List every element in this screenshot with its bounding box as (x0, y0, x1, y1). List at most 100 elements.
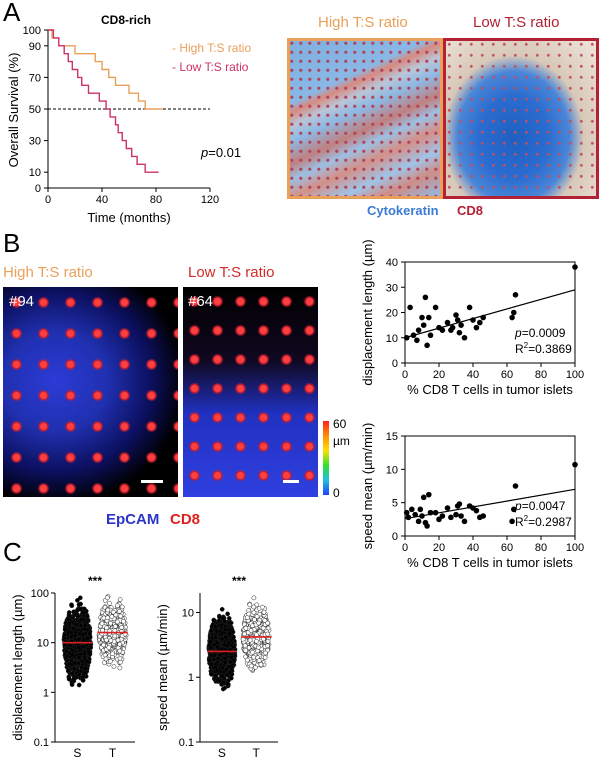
scatter-displacement-point (454, 317, 461, 323)
scatter-speed-point (454, 503, 461, 509)
scatter-displacement-point (512, 292, 519, 298)
scatter-displacement-ylabel: displacement length (µm) (360, 239, 375, 385)
scatter-speed-point (424, 523, 430, 529)
km-ylabel: Overall Survival (%) (6, 53, 21, 168)
scatter-displacement-point (511, 309, 517, 316)
dotplot-speed-cloud-S (206, 606, 238, 692)
colorbar-min-label: 0 (333, 486, 340, 500)
scatter-speed-y-tick-label: 0 (392, 531, 398, 543)
scatter-displacement-point (427, 332, 434, 339)
panel-letter-a: A (3, 0, 21, 27)
scatter-displacement-point (426, 314, 432, 321)
scatter-displacement-point (414, 337, 420, 344)
scatter-displacement-y-tick-label: 40 (386, 257, 398, 269)
scatter-speed-point (436, 516, 442, 523)
scatter-displacement-point (432, 304, 439, 311)
live-imaging-low-ts: #64 (183, 287, 318, 497)
scatter-speed-point (444, 505, 451, 511)
scatter-displacement-x-tick-label: 80 (535, 369, 547, 381)
scatter-speed-point (420, 494, 427, 501)
km-x-tick-label: 80 (150, 194, 162, 206)
scatter-displacement-point (410, 332, 417, 339)
scatter-displacement-point (473, 324, 480, 331)
km-y-tick-label: 50 (29, 104, 41, 116)
km-x-tick-label: 0 (45, 194, 51, 206)
micro-b-high-label: High T:S ratio (3, 264, 93, 281)
km-y-tick-label: 100 (23, 25, 41, 37)
scatter-speed-point (466, 503, 473, 509)
scatter-speed-point (456, 501, 463, 507)
scatter-speed-point (419, 513, 425, 519)
scatter-speed-point (509, 518, 515, 525)
km-legend-high: - High T:S ratio (172, 41, 251, 55)
km-xlabel: Time (months) (87, 210, 170, 225)
dotplot-speed-category-T: T (252, 746, 260, 760)
scatter-displacement-fit-line (404, 289, 576, 339)
micro-a-caption-cd8: CD8 (457, 203, 484, 218)
dotplot-displacement-y-tick-label: 0.1 (34, 737, 49, 749)
scatter-displacement-y-tick-label: 10 (386, 333, 398, 345)
dotplot-displacement-ylabel: displacement length (µm) (10, 594, 25, 740)
scatter-displacement-point (444, 319, 451, 326)
scatter-speed-point (511, 506, 517, 513)
dotplot-speed-cloud-T (240, 595, 272, 673)
scatter-speed-point (458, 513, 464, 519)
scatter-displacement-frame (404, 261, 576, 364)
km-y-tick-label: 10 (29, 167, 41, 179)
scale-bar-low (283, 480, 299, 483)
dotplot-displacement-cloud-T (96, 594, 129, 671)
scatter-speed-x-tick-label: 40 (467, 542, 479, 554)
km-x-tick-label: 40 (96, 194, 108, 206)
micrograph-high-ts (287, 38, 443, 199)
scatter-displacement-y-tick-label: 0 (392, 358, 398, 370)
scatter-speed-point (448, 514, 454, 521)
scatter-displacement-x-tick-label: 0 (402, 369, 408, 381)
scatter-speed-y-tick-label: 15 (386, 431, 398, 443)
km-y-tick-label: 30 (29, 136, 41, 148)
scale-bar-high (141, 480, 163, 483)
panel-letter-b: B (3, 228, 21, 258)
scatter-displacement-point (415, 327, 422, 333)
dotplot-speed-y-tick-label: 0.1 (179, 737, 194, 749)
scatter-speed-pvalue: p=0.0047 (514, 499, 566, 513)
scatter-speed-point (427, 509, 434, 516)
scatter-displacement-y-tick-label: 20 (386, 308, 398, 320)
colorbar-unit-label: µm (333, 434, 350, 448)
dotplot-speed-significance: *** (232, 574, 246, 588)
imaging-id-high: #94 (9, 293, 35, 310)
scatter-speed-point (480, 513, 487, 519)
km-title: CD8-rich (101, 13, 151, 27)
scatter-speed-point (415, 518, 422, 525)
live-imaging-high-ts: #94 (3, 287, 178, 497)
scatter-displacement-point (424, 342, 430, 349)
scatter-displacement-point (453, 312, 459, 318)
scatter-speed-point (426, 491, 432, 498)
scatter-speed-point (417, 506, 424, 513)
km-legend-low: - Low T:S ratio (172, 60, 249, 74)
scatter-displacement-pvalue: p=0.0009 (514, 326, 566, 340)
km-pvalue: p=0.01 (200, 145, 241, 160)
colorbar-max-label: 60 (333, 417, 347, 431)
km-x-tick-label: 120 (201, 194, 219, 206)
micro-b-caption-epcam: EpCAM (106, 511, 160, 528)
scatter-speed-x-tick-label: 0 (402, 542, 408, 554)
dotplot-speed-y-tick-label: 10 (182, 607, 194, 619)
scatter-speed-y-tick-label: 5 (392, 498, 398, 510)
scatter-speed-ylabel: speed mean (µm/min) (360, 423, 375, 550)
scatter-displacement-x-tick-label: 100 (566, 369, 584, 381)
panel-letter-c: C (3, 537, 22, 567)
dotplot-speed-y-tick-label: 1 (188, 672, 194, 684)
scatter-speed-point (412, 511, 419, 518)
dotplot-displacement-significance: *** (88, 574, 102, 588)
scatter-displacement-point (439, 327, 446, 333)
scatter-displacement-point (448, 327, 454, 333)
km-y-tick-label: 70 (29, 72, 41, 84)
scatter-displacement-point (436, 324, 442, 331)
scatter-speed-y-tick-label: 10 (386, 464, 398, 476)
km-series-high (48, 29, 163, 110)
km-series-low (48, 29, 159, 173)
scatter-speed-x-tick-label: 80 (535, 542, 547, 554)
micro-a-caption-cytokeratin: Cytokeratin (367, 203, 439, 218)
scatter-displacement-point (420, 322, 427, 328)
scatter-displacement-point (470, 317, 476, 323)
